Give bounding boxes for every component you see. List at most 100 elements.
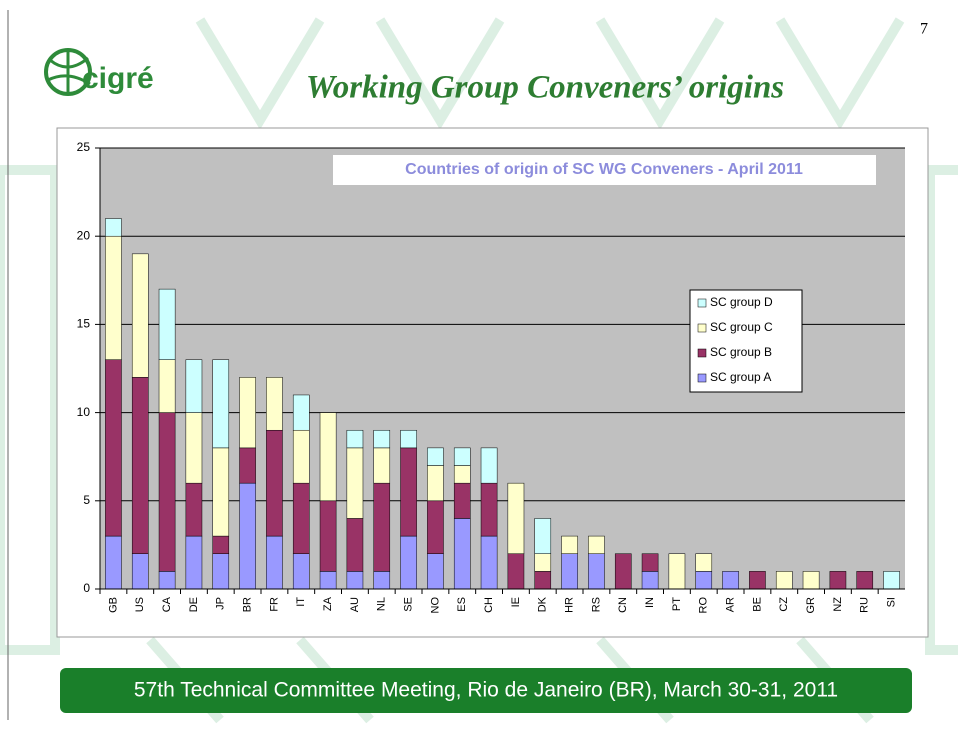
bar-segment [374,430,390,448]
x-tick-label: RS [590,597,602,612]
legend-label: SC group C [710,320,773,334]
bar-segment [132,554,148,589]
bar-segment [240,448,256,483]
x-tick-label: AR [724,597,736,612]
bar-segment [105,219,121,237]
x-tick-label: BR [241,597,253,612]
x-tick-label: DK [537,596,549,612]
bar-segment [186,413,202,484]
y-tick-label: 0 [83,581,90,595]
bar-segment [293,554,309,589]
x-tick-label: AU [349,597,361,612]
bar-segment [830,571,846,589]
bar-segment [508,554,524,589]
bar-segment [132,254,148,377]
bar-segment [266,536,282,589]
bar-segment [105,536,121,589]
bar-segment [266,377,282,430]
x-tick-label: ES [456,597,468,612]
bar-segment [347,518,363,571]
x-tick-label: IN [644,597,656,608]
bar-segment [481,483,497,536]
bar-segment [320,501,336,572]
legend-swatch [698,374,706,382]
x-tick-label: NO [429,597,441,614]
bar-segment [213,448,229,536]
bar-segment [213,554,229,589]
bar-segment [374,483,390,571]
bar-segment [481,536,497,589]
bar-segment [454,518,470,589]
footer-text: 57th Technical Committee Meeting, Rio de… [134,679,838,702]
bar-segment [159,413,175,572]
x-tick-label: FR [268,597,280,612]
bar-segment [159,289,175,360]
bar-segment [213,536,229,554]
logo-text: cigré [82,62,154,95]
slide: 7 cigré Working Group Conveners’ origins… [0,0,958,726]
x-tick-label: NL [376,597,388,611]
bar-segment [401,430,417,448]
bar-segment [427,554,443,589]
y-tick-label: 10 [77,405,91,419]
legend-swatch [698,324,706,332]
legend-swatch [698,349,706,357]
bar-segment [374,571,390,589]
bar-segment [535,554,551,572]
y-tick-label: 20 [77,228,91,242]
x-tick-label: RO [698,597,710,614]
bar-segment [186,536,202,589]
x-tick-label: IT [295,597,307,607]
x-tick-label: SI [885,597,897,607]
x-tick-label: GB [107,597,119,613]
bar-segment [240,483,256,589]
bar-segment [642,571,658,589]
bar-segment [374,448,390,483]
bar-segment [642,554,658,572]
bar-segment [159,360,175,413]
bar-segment [669,554,685,589]
x-tick-label: US [134,597,146,612]
x-tick-label: CN [617,597,629,613]
y-tick-label: 25 [77,140,91,154]
bar-segment [293,430,309,483]
bar-segment [105,236,121,359]
x-tick-label: PT [671,597,683,611]
legend-swatch [698,299,706,307]
x-tick-label: JP [215,597,227,610]
bar-segment [427,448,443,466]
legend-label: SC group D [710,295,773,309]
bar-segment [213,360,229,448]
legend-label: SC group A [710,370,771,384]
slide-title: Working Group Conveners’ origins [306,70,784,106]
x-tick-label: CZ [778,597,790,612]
bar-segment [186,360,202,413]
bar-segment [401,448,417,536]
bar-segment [508,483,524,554]
bar-segment [615,554,631,589]
bar-segment [159,571,175,589]
x-tick-label: RU [859,597,871,613]
bar-segment [347,571,363,589]
bar-segment [186,483,202,536]
chart-title: Countries of origin of SC WG Conveners -… [405,161,803,178]
bar-segment [749,571,765,589]
bar-segment [427,466,443,501]
bar-segment [696,571,712,589]
x-tick-label: NZ [832,597,844,612]
bar-segment [562,554,578,589]
bar-segment [588,554,604,589]
x-tick-label: DE [188,597,200,612]
x-tick-label: ZA [322,596,334,611]
x-tick-label: IE [510,597,522,607]
bar-segment [723,571,739,589]
page-number: 7 [920,21,928,38]
bar-segment [293,483,309,554]
bar-segment [562,536,578,554]
bar-segment [105,360,121,536]
x-tick-label: GR [805,597,817,614]
bar-segment [884,571,900,589]
bar-segment [481,448,497,483]
bar-segment [427,501,443,554]
x-tick-label: CH [483,597,495,613]
